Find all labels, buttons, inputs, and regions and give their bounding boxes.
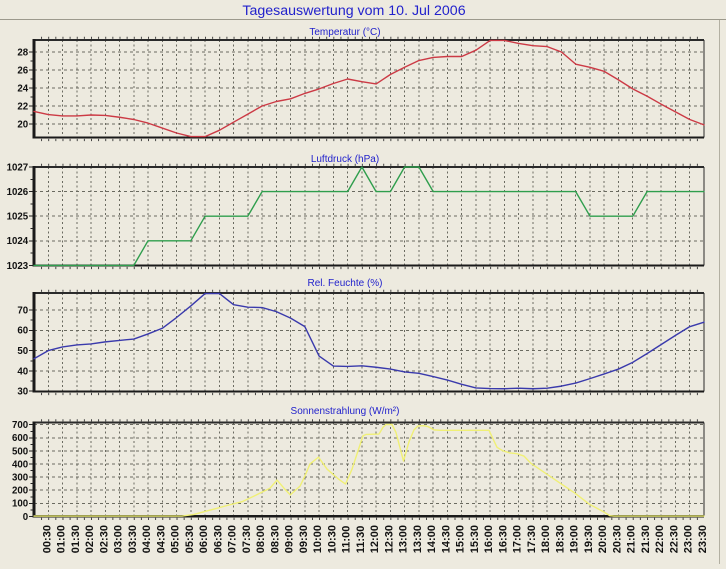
svg-text:Luftdruck (hPa): Luftdruck (hPa): [311, 154, 379, 165]
svg-text:1025: 1025: [7, 212, 29, 223]
svg-text:12:00: 12:00: [369, 525, 381, 553]
svg-text:17:00: 17:00: [512, 525, 524, 553]
svg-text:14:30: 14:30: [440, 525, 452, 553]
svg-text:06:30: 06:30: [212, 525, 224, 553]
svg-text:17:30: 17:30: [526, 525, 538, 553]
svg-text:09:30: 09:30: [298, 525, 310, 553]
svg-text:Sonnenstrahlung (W/m²): Sonnenstrahlung (W/m²): [291, 406, 400, 417]
svg-text:19:00: 19:00: [569, 525, 581, 553]
svg-text:20:00: 20:00: [597, 525, 609, 553]
svg-text:300: 300: [12, 473, 28, 484]
svg-text:03:00: 03:00: [113, 525, 125, 553]
svg-text:20: 20: [17, 119, 28, 130]
svg-text:16:30: 16:30: [497, 525, 509, 553]
svg-text:21:30: 21:30: [640, 525, 652, 553]
svg-text:18:30: 18:30: [554, 525, 566, 553]
svg-text:26: 26: [17, 65, 28, 76]
svg-text:01:30: 01:30: [70, 525, 82, 553]
svg-text:04:30: 04:30: [155, 525, 167, 553]
svg-text:700: 700: [12, 420, 28, 431]
svg-text:40: 40: [17, 366, 28, 377]
svg-text:00:30: 00:30: [41, 525, 53, 553]
svg-text:09:00: 09:00: [284, 525, 296, 553]
svg-text:23:30: 23:30: [697, 525, 709, 553]
svg-text:11:00: 11:00: [341, 526, 353, 554]
svg-text:02:00: 02:00: [84, 525, 96, 553]
svg-text:1023: 1023: [7, 261, 29, 272]
svg-text:14:00: 14:00: [426, 525, 438, 553]
svg-text:11:30: 11:30: [355, 526, 367, 554]
svg-text:05:30: 05:30: [184, 525, 196, 553]
svg-text:60: 60: [17, 326, 28, 337]
svg-text:15:30: 15:30: [469, 525, 481, 553]
svg-text:70: 70: [17, 305, 28, 316]
svg-text:19:30: 19:30: [583, 525, 595, 553]
svg-text:28: 28: [17, 47, 28, 58]
svg-text:50: 50: [17, 346, 28, 357]
svg-text:01:00: 01:00: [56, 525, 68, 553]
svg-text:10:00: 10:00: [312, 525, 324, 553]
svg-text:500: 500: [12, 446, 28, 457]
svg-text:20:30: 20:30: [611, 525, 623, 553]
svg-text:08:00: 08:00: [255, 525, 267, 553]
svg-text:200: 200: [12, 486, 28, 497]
svg-text:22:00: 22:00: [654, 525, 666, 553]
svg-text:18:00: 18:00: [540, 525, 552, 553]
svg-text:02:30: 02:30: [98, 525, 110, 553]
svg-text:07:00: 07:00: [227, 525, 239, 553]
svg-text:10:30: 10:30: [326, 525, 338, 553]
svg-text:600: 600: [12, 433, 28, 444]
svg-text:23:00: 23:00: [683, 525, 695, 553]
svg-text:04:00: 04:00: [141, 525, 153, 553]
svg-text:Temperatur (°C): Temperatur (°C): [309, 27, 380, 38]
svg-text:08:30: 08:30: [269, 525, 281, 553]
svg-text:22: 22: [17, 101, 28, 112]
svg-text:22:30: 22:30: [668, 525, 680, 553]
svg-text:400: 400: [12, 459, 28, 470]
svg-text:03:30: 03:30: [127, 525, 139, 553]
svg-text:12:30: 12:30: [383, 525, 395, 553]
svg-text:05:00: 05:00: [170, 525, 182, 553]
svg-text:30: 30: [17, 387, 28, 398]
svg-text:24: 24: [17, 83, 28, 94]
svg-text:Rel. Feuchte (%): Rel. Feuchte (%): [307, 278, 382, 289]
svg-text:1026: 1026: [7, 187, 29, 198]
svg-text:1024: 1024: [7, 236, 29, 247]
svg-text:Tagesauswertung vom 10. Jul 20: Tagesauswertung vom 10. Jul 2006: [242, 3, 465, 19]
svg-text:07:30: 07:30: [241, 525, 253, 553]
svg-text:06:00: 06:00: [198, 525, 210, 553]
svg-text:15:00: 15:00: [455, 525, 467, 553]
svg-text:21:00: 21:00: [626, 525, 638, 553]
svg-text:1027: 1027: [7, 162, 29, 173]
svg-text:0: 0: [23, 512, 28, 523]
svg-text:16:00: 16:00: [483, 525, 495, 553]
svg-text:13:30: 13:30: [412, 525, 424, 553]
svg-text:13:00: 13:00: [398, 525, 410, 553]
svg-text:100: 100: [12, 499, 28, 510]
